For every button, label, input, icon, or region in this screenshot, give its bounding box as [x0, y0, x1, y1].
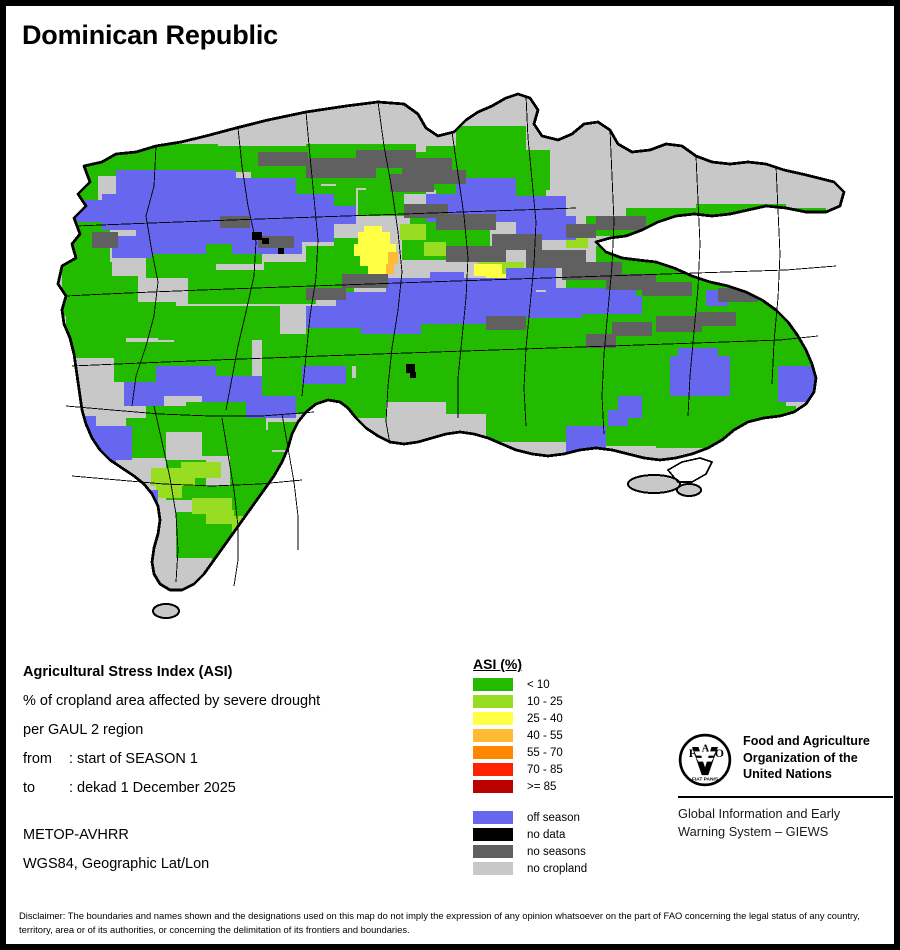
info-sensor: METOP-AVHRR [23, 827, 129, 843]
legend-special-label: off season [527, 811, 580, 824]
giews-line-2: Warning System – GIEWS [678, 824, 829, 839]
legend-class-swatch [473, 712, 513, 725]
fao-divider [678, 796, 893, 798]
legend-class-row[interactable]: < 10 [473, 676, 587, 693]
fao-motto-text: FIAT PANIS [692, 777, 719, 783]
fao-name-line-2: Organization of the [743, 750, 858, 765]
legend-special-list: off season no data no seasons no cropland [473, 809, 587, 877]
legend-class-label: 70 - 85 [527, 763, 563, 776]
fao-name-line-1: Food and Agriculture [743, 734, 870, 748]
legend-class-swatch [473, 746, 513, 759]
legend-class-label: 10 - 25 [527, 695, 563, 708]
legend-special-swatch [473, 845, 513, 858]
legend-special-row[interactable]: no seasons [473, 843, 587, 860]
fao-branding: F A O FIAT PANIS Food and Agriculture Or… [678, 733, 893, 841]
legend-class-row[interactable]: 10 - 25 [473, 693, 587, 710]
info-to-value: : dekad 1 December 2025 [69, 780, 236, 796]
legend-special-row[interactable]: off season [473, 809, 587, 826]
legend-title: ASI (%) [473, 656, 522, 672]
giews-name: Global Information and Early Warning Sys… [678, 805, 893, 841]
country-border [56, 92, 846, 592]
legend-class-label: 25 - 40 [527, 712, 563, 725]
info-to-key: to [23, 780, 36, 796]
info-to-row: to : dekad 1 December 2025 [23, 774, 453, 803]
legend-class-swatch [473, 780, 513, 793]
admin-boundaries-level2 [65, 95, 837, 587]
legend-special-label: no data [527, 828, 566, 841]
legend-special-swatch [473, 828, 513, 841]
info-from-row: from : start of SEASON 1 [23, 745, 453, 774]
disclaimer-text: Disclaimer: The boundaries and names sho… [19, 910, 860, 935]
info-from-key: from [23, 751, 52, 767]
info-spacer [23, 803, 453, 821]
svg-text:F: F [689, 746, 696, 760]
legend-class-row[interactable]: 55 - 70 [473, 744, 587, 761]
legend-class-swatch [473, 729, 513, 742]
legend-special-row[interactable]: no data [473, 826, 587, 843]
legend-special-row[interactable]: no cropland [473, 860, 587, 877]
legend-class-row[interactable]: 40 - 55 [473, 727, 587, 744]
info-from-value: : start of SEASON 1 [69, 751, 198, 767]
legend-class-row[interactable]: 25 - 40 [473, 710, 587, 727]
giews-line-1: Global Information and Early [678, 806, 841, 821]
svg-text:O: O [715, 746, 724, 760]
page-title: Dominican Republic [22, 20, 278, 50]
map-legend: ASI (%) < 10 10 - 25 25 - 40 40 - 55 55 - 70… [473, 656, 587, 877]
info-subtitle-2: per GAUL 2 region [23, 722, 144, 738]
legend-class-label: 55 - 70 [527, 746, 563, 759]
svg-text:A: A [702, 743, 710, 754]
coast-detail [666, 457, 714, 483]
offshore-islands [152, 474, 702, 619]
fao-logo-icon: F A O FIAT PANIS [678, 733, 732, 787]
legend-class-label: < 10 [527, 678, 550, 691]
info-subtitle-1: % of cropland area affected by severe dr… [23, 693, 321, 709]
legend-spacer [473, 795, 587, 809]
map-info-block: Agricultural Stress Index (ASI) % of cro… [23, 658, 453, 879]
asi-map[interactable] [6, 66, 894, 626]
legend-special-swatch [473, 811, 513, 824]
legend-special-label: no cropland [527, 862, 588, 875]
info-projection: WGS84, Geographic Lat/Lon [23, 856, 210, 872]
fao-logo-row: F A O FIAT PANIS Food and Agriculture Or… [678, 733, 893, 787]
legend-class-swatch [473, 678, 513, 691]
legend-special-swatch [473, 862, 513, 875]
legend-class-row[interactable]: 70 - 85 [473, 761, 587, 778]
fao-name: Food and Agriculture Organization of the… [743, 733, 870, 783]
legend-class-label: 40 - 55 [527, 729, 563, 742]
fao-name-line-3: United Nations [743, 767, 832, 781]
legend-class-row[interactable]: >= 85 [473, 778, 587, 795]
legend-class-swatch [473, 763, 513, 776]
info-heading: Agricultural Stress Index (ASI) [23, 664, 233, 680]
legend-special-label: no seasons [527, 845, 586, 858]
legend-class-swatch [473, 695, 513, 708]
legend-class-label: >= 85 [527, 780, 557, 793]
legend-class-list: < 10 10 - 25 25 - 40 40 - 55 55 - 70 70 - 85 >… [473, 676, 587, 795]
